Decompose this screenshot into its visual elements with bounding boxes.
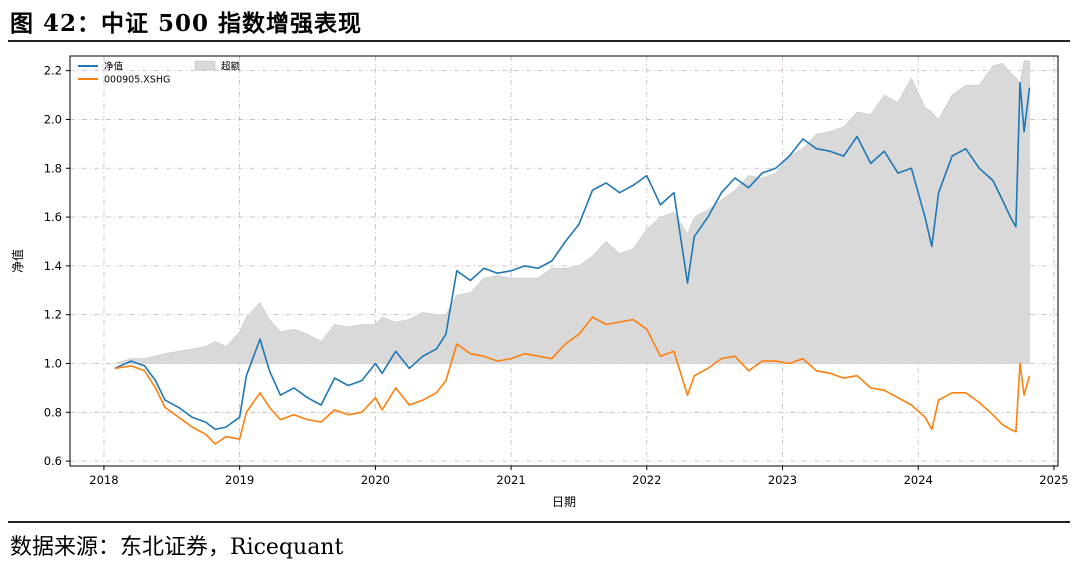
- y-tick-label: 2.2: [44, 64, 62, 78]
- legend-label: 超额: [221, 61, 241, 73]
- x-tick-label: 2021: [496, 473, 525, 487]
- source-note: 数据来源：东北证券，Ricequant: [10, 535, 344, 560]
- y-tick-label: 0.8: [44, 405, 62, 419]
- y-tick-label: 1.8: [44, 161, 62, 175]
- x-tick-label: 2024: [904, 473, 933, 487]
- legend-label: 净值: [104, 61, 124, 73]
- x-tick-label: 2019: [225, 473, 254, 487]
- figure-title: 图 42：中证 500 指数增强表现: [10, 10, 363, 37]
- y-tick-label: 0.6: [44, 454, 62, 468]
- y-tick-label: 1.4: [44, 259, 62, 273]
- x-tick-label: 2025: [1039, 473, 1068, 487]
- y-tick-label: 2.0: [44, 112, 62, 126]
- x-axis-ticks: 2018 2019 2020 2021 2022 2023 2024 2025: [89, 466, 1069, 487]
- x-tick-label: 2023: [768, 473, 797, 487]
- legend-swatch-excess: [194, 60, 216, 71]
- source-rule: [8, 521, 1070, 523]
- legend-label: 000905.XSHG: [104, 75, 170, 86]
- x-axis-label: 日期: [552, 495, 576, 509]
- chart-lines: [114, 81, 1031, 445]
- y-tick-label: 1.2: [44, 308, 62, 322]
- x-tick-label: 2022: [632, 473, 661, 487]
- title-rule: [8, 40, 1070, 42]
- plot-frame: [69, 55, 1059, 467]
- line-chart: 2018 2019 2020 2021 2022 2023 2024 2025 0.6 0.8 1…: [10, 55, 1069, 509]
- series-line-net-value: [114, 81, 1031, 431]
- excess-area: [114, 60, 1030, 364]
- y-tick-label: 1.0: [44, 357, 62, 371]
- y-axis-ticks: 0.6 0.8 1.0 1.2 1.4 1.6 1.8 2.0 2.2: [44, 64, 70, 468]
- series-area-excess: [114, 60, 1030, 364]
- x-tick-label: 2018: [89, 473, 118, 487]
- y-axis-label: 净值: [10, 249, 25, 273]
- y-tick-label: 1.6: [44, 210, 62, 224]
- chart-legend: 净值 000905.XSHG 超额: [78, 61, 241, 86]
- x-tick-label: 2020: [361, 473, 390, 487]
- series-line-index: [114, 316, 1031, 445]
